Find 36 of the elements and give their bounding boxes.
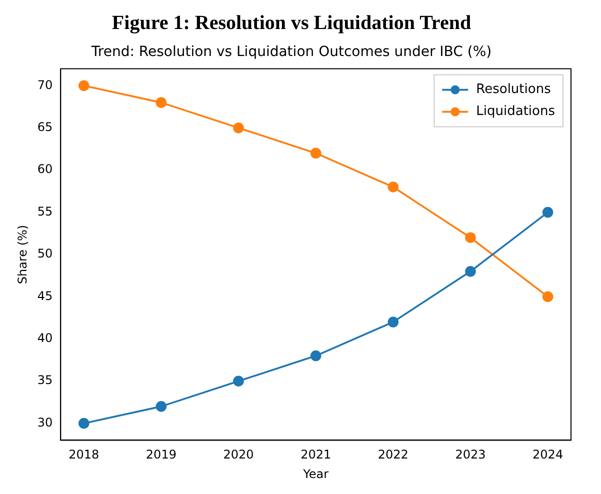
point	[388, 316, 399, 328]
x-tick-label: 2022	[378, 448, 408, 462]
y-tick-label: 40	[37, 331, 53, 346]
x-axis-title: Year	[302, 466, 329, 481]
point	[156, 97, 167, 108]
y-tick-label: 30	[37, 415, 53, 430]
y-tick-label: 45	[37, 288, 53, 303]
legend-label: Resolutions	[476, 82, 552, 98]
point	[542, 206, 554, 218]
y-tick-label: 65	[37, 120, 53, 134]
x-tick-label: 2020	[223, 448, 254, 462]
chart-title: Figure 1: Resolution vs Liquidation Trend	[112, 12, 472, 34]
y-tick-label: 60	[37, 162, 53, 176]
point	[233, 122, 244, 134]
y-tick-label: 50	[37, 246, 53, 261]
point	[78, 418, 90, 429]
point	[233, 376, 244, 387]
point	[310, 350, 322, 362]
point	[465, 232, 476, 244]
y-axis-title: Share (%)	[15, 224, 30, 284]
point	[78, 80, 90, 92]
x-tick-label: 2018	[68, 448, 100, 462]
y-tick-label: 35	[37, 373, 53, 388]
point	[465, 266, 476, 277]
point	[156, 401, 167, 412]
point	[542, 291, 554, 302]
point	[310, 148, 322, 159]
x-tick-label: 2021	[300, 448, 332, 462]
y-tick-label: 70	[37, 78, 53, 92]
legend-label: Liquidations	[476, 104, 556, 120]
chart-subtitle: Trend: Resolution vs Liquidation Outcomes under IBC (%)	[90, 44, 492, 60]
x-tick-label: 2024	[532, 448, 564, 462]
x-tick-label: 2023	[455, 448, 486, 462]
x-tick-label: 2019	[146, 448, 176, 462]
y-tick-label: 55	[37, 204, 53, 218]
point	[388, 182, 399, 192]
